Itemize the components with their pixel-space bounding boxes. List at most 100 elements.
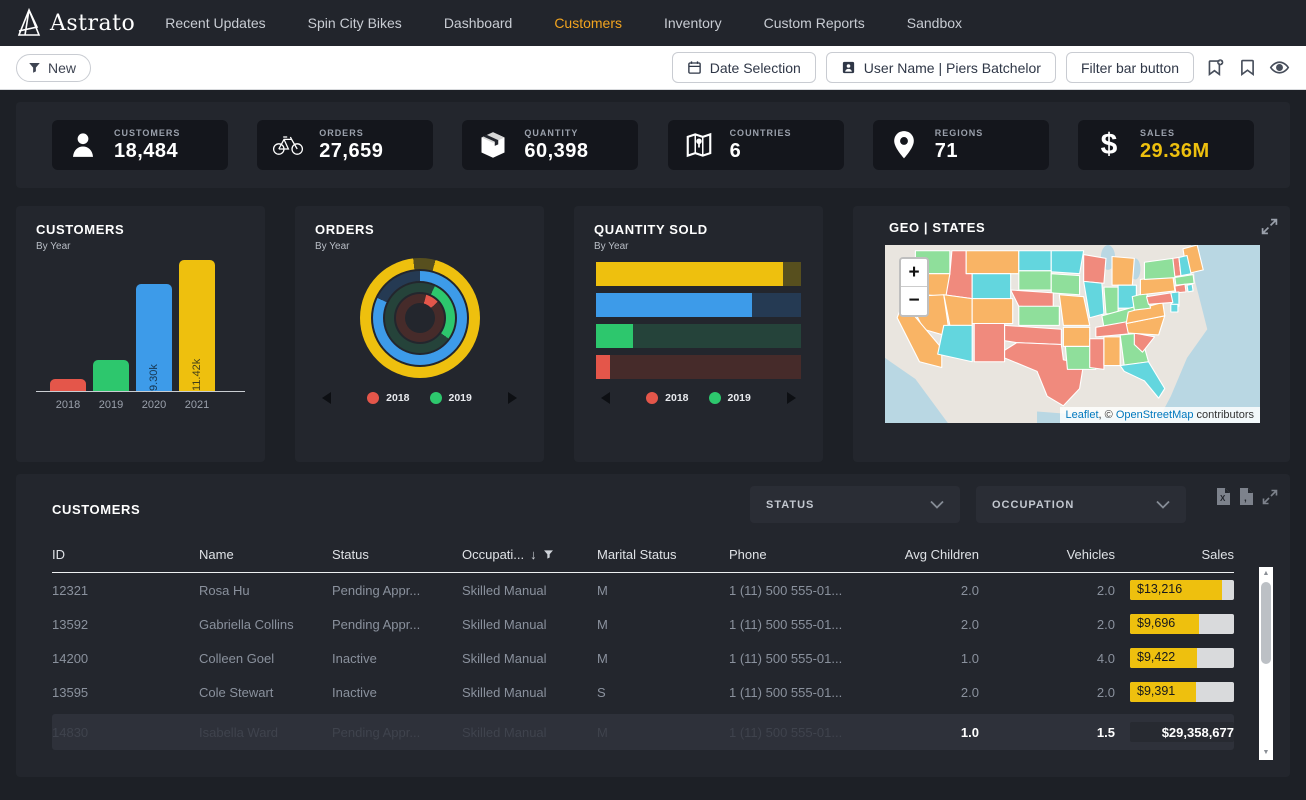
kpi-value: 18,484 [114, 139, 179, 162]
legend-next-arrow[interactable] [786, 392, 796, 404]
us-states-map [885, 245, 1260, 423]
table-body: 12321 Rosa Hu Pending Appr... Skilled Manua… [52, 573, 1234, 709]
nav-item-custom-reports[interactable]: Custom Reports [763, 15, 865, 31]
scroll-down-icon[interactable]: ▼ [1262, 749, 1270, 756]
orders-radial-chart[interactable] [359, 258, 480, 378]
export-csv-icon[interactable]: , [1239, 488, 1253, 505]
kpi-card-quantity: QUANTITY 60,398 [462, 120, 639, 170]
column-header-name[interactable]: Name [199, 547, 234, 562]
cell-sales: $13,216 [1115, 580, 1234, 600]
hbar-2020[interactable] [596, 293, 801, 317]
bookmark-add-icon[interactable] [1204, 57, 1226, 79]
table-row[interactable]: 13595 Cole Stewart Inactive Skilled Manual S… [52, 675, 1234, 709]
new-filter-button[interactable]: New [16, 53, 92, 82]
map-zoom-in-button[interactable]: + [901, 259, 927, 287]
column-header-occupation[interactable]: Occupati... ↓ [462, 547, 597, 562]
legend-prev-arrow[interactable] [322, 392, 332, 404]
legend-next-arrow[interactable] [507, 392, 517, 404]
sales-value: $9,696 [1137, 616, 1176, 630]
map-zoom-out-button[interactable]: − [901, 287, 927, 315]
expand-icon[interactable] [1261, 218, 1278, 235]
cell-sales: $9,422 [1115, 648, 1234, 668]
sort-descending-icon[interactable]: ↓ [530, 547, 537, 562]
cell-id: 13595 [52, 684, 89, 700]
legend-dot [646, 392, 659, 404]
column-header-id[interactable]: ID [52, 547, 65, 562]
nav-item-sandbox[interactable]: Sandbox [906, 15, 963, 31]
cell-phone: 1 (11) 500 555-01... [729, 684, 843, 700]
legend-label: 2018 [665, 392, 689, 404]
bookmark-icon[interactable] [1236, 57, 1258, 79]
export-excel-icon[interactable]: X [1216, 488, 1230, 505]
leaflet-map[interactable]: + − Leaflet, © OpenStreetMap contributor… [885, 245, 1260, 423]
scrollbar-thumb[interactable] [1261, 582, 1271, 664]
cell-occupation: Skilled Manual [462, 616, 547, 632]
bar-2018[interactable] [50, 379, 86, 391]
nav-item-inventory[interactable]: Inventory [664, 15, 722, 31]
sales-bar: $9,696 [1130, 614, 1234, 634]
cell-occupation: Skilled Manual [462, 684, 547, 700]
panel-title: GEO | STATES [889, 220, 986, 235]
legend-prev-arrow[interactable] [601, 392, 611, 404]
svg-text:,: , [1244, 493, 1247, 504]
sales-value: $9,391 [1137, 684, 1176, 698]
legend-item-2018[interactable]: 2018 [646, 392, 689, 404]
nav-item-recent-updates[interactable]: Recent Updates [165, 15, 266, 31]
column-header-phone[interactable]: Phone [729, 547, 767, 562]
nav-item-customers[interactable]: Customers [554, 15, 622, 31]
user-name-button[interactable]: User Name | Piers Batchelor [825, 52, 1056, 83]
hbar-2021[interactable] [596, 262, 801, 286]
nav-item-spin-city-bikes[interactable]: Spin City Bikes [307, 15, 402, 31]
scroll-up-icon[interactable]: ▲ [1262, 570, 1270, 577]
cell-name: Cole Stewart [199, 684, 274, 700]
date-selection-button[interactable]: Date Selection [671, 52, 816, 83]
column-header-status[interactable]: Status [332, 547, 369, 562]
kpi-label: CUSTOMERS [114, 127, 181, 138]
kpi-value: 71 [934, 139, 958, 162]
x-tick: 2021 [184, 399, 210, 411]
table-row[interactable]: 13592 Gabriella Collins Pending Appr... Ski… [52, 607, 1234, 641]
sales-bar: $9,422 [1130, 648, 1234, 668]
calendar-icon [687, 60, 702, 75]
customers-table-panel: CUSTOMERS STATUS OCCUPATION X , ID Name … [16, 474, 1290, 777]
table-row[interactable]: 12321 Rosa Hu Pending Appr... Skilled Manua… [52, 573, 1234, 607]
column-header-vehicles[interactable]: Vehicles [1066, 547, 1115, 562]
legend-dot [708, 392, 721, 404]
column-header-marital-status[interactable]: Marital Status [597, 547, 677, 562]
bar-2019[interactable] [93, 360, 129, 391]
cell-children: 2.0 [960, 582, 979, 598]
bar-2021[interactable]: 11.42k [179, 260, 215, 391]
legend-item-2019[interactable]: 2019 [708, 392, 751, 404]
column-filter-icon[interactable] [543, 549, 554, 560]
kpi-value: 27,659 [319, 139, 384, 162]
attribution-link[interactable]: Leaflet [1065, 409, 1099, 421]
hbar-2019[interactable] [596, 324, 801, 348]
hbar-2018[interactable] [596, 355, 801, 379]
legend-item-2019[interactable]: 2019 [429, 392, 472, 404]
occupation-filter-dropdown[interactable]: OCCUPATION [976, 486, 1186, 523]
cell-marital: M [597, 616, 608, 632]
cell-id: 13592 [52, 616, 89, 632]
nav-item-dashboard[interactable]: Dashboard [443, 15, 513, 31]
expand-icon[interactable] [1262, 489, 1278, 505]
attribution-link[interactable]: OpenStreetMap [1115, 409, 1194, 421]
column-header-avg-children[interactable]: Avg Children [904, 547, 979, 562]
filter-bar-button[interactable]: Filter bar button [1065, 52, 1194, 83]
table-row[interactable]: 14200 Colleen Goel Inactive Skilled Manual M… [52, 641, 1234, 675]
funnel-icon [28, 61, 41, 74]
x-tick: 2018 [55, 399, 81, 411]
cell-status: Pending Appr... [332, 582, 421, 598]
chevron-down-icon [1156, 500, 1170, 509]
cell-marital: M [597, 650, 608, 666]
eye-icon[interactable] [1268, 57, 1290, 79]
status-filter-dropdown[interactable]: STATUS [750, 486, 960, 523]
cell-status: Inactive [332, 650, 377, 666]
brand[interactable]: Astrato [16, 8, 135, 38]
bar-2020[interactable]: 9.30k [136, 284, 172, 391]
legend-item-2018[interactable]: 2018 [367, 392, 410, 404]
table-scrollbar[interactable]: ▲ ▼ [1259, 567, 1273, 760]
cell-children: 2.0 [960, 616, 979, 632]
column-header-sales[interactable]: Sales [1201, 547, 1234, 562]
toolbar: New Date Selection User Name | Piers Bat… [0, 46, 1306, 90]
cell-marital: M [597, 582, 608, 598]
